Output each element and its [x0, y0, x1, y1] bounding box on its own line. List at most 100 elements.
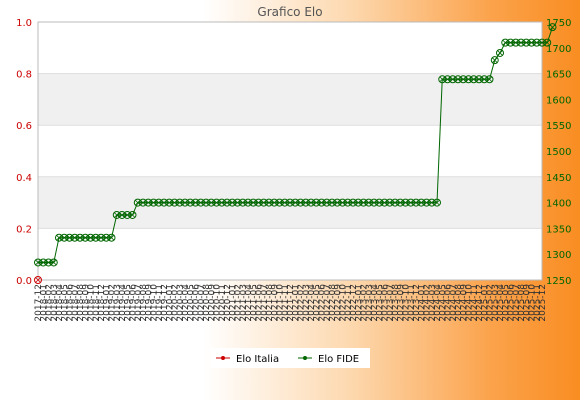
data-point — [506, 38, 515, 47]
y-left-tick-label: 0.8 — [16, 70, 32, 81]
data-point — [459, 75, 468, 84]
x-tick-label: 2024-04 — [433, 284, 443, 322]
data-point — [144, 198, 153, 207]
data-point — [333, 198, 342, 207]
legend-entry-1: Elo FIDE — [318, 354, 359, 365]
x-tick-label: 2020-01 — [165, 284, 175, 322]
y-right-tick-label: 1400 — [546, 199, 571, 210]
data-point — [238, 198, 247, 207]
data-point — [165, 198, 174, 207]
x-tick-label: 2018-01 — [39, 284, 49, 322]
x-tick-label: 2019-03 — [113, 284, 123, 322]
x-tick-label: 2025-12 — [538, 284, 548, 322]
data-point — [34, 258, 42, 267]
data-point — [149, 198, 158, 207]
data-point — [359, 198, 368, 207]
data-point — [511, 38, 520, 47]
data-point — [317, 198, 326, 207]
data-point — [76, 233, 84, 242]
x-tick-label: 2021-12 — [286, 284, 296, 322]
x-tick-label: 2023-05 — [375, 284, 385, 322]
x-tick-label: 2025-08 — [517, 284, 527, 322]
data-point — [118, 210, 126, 219]
x-tick-label: 2023-06 — [381, 284, 391, 322]
y-left-tick-label: 0.4 — [16, 173, 32, 184]
x-tick-label: 2025-09 — [522, 284, 532, 322]
data-point — [443, 75, 452, 84]
data-point — [154, 198, 163, 207]
x-tick-label: 2025-07 — [512, 284, 522, 322]
data-point — [107, 233, 116, 242]
data-point — [65, 233, 74, 242]
x-tick-label: 2020-11 — [218, 284, 228, 322]
x-tick-label: 2017-12 — [34, 284, 44, 322]
x-tick-label: 2020-02 — [171, 284, 181, 322]
data-point — [396, 198, 405, 207]
x-tick-label: 2024-01 — [417, 284, 427, 322]
x-tick-label: 2022-01 — [291, 284, 301, 322]
data-point — [49, 258, 58, 267]
x-tick-label: 2021-07 — [260, 284, 270, 322]
x-tick-label: 2025-05 — [501, 284, 511, 322]
data-point — [217, 198, 226, 207]
x-tick-label: 2025-02 — [486, 284, 496, 322]
data-point — [338, 198, 347, 207]
data-point — [427, 198, 436, 207]
data-point — [123, 210, 132, 219]
x-tick-label: 2020-09 — [207, 284, 217, 322]
data-point — [543, 38, 552, 47]
series-lines — [34, 23, 557, 284]
data-point — [448, 75, 457, 84]
x-tick-label: 2018-06 — [66, 284, 76, 322]
x-tick-label: 2024-07 — [449, 284, 459, 322]
x-tick-label: 2022-08 — [328, 284, 338, 322]
x-tick-label: 2023-07 — [386, 284, 396, 322]
x-tick-label: 2018-12 — [97, 284, 107, 322]
x-tick-label: 2024-08 — [454, 284, 464, 322]
data-point — [538, 38, 546, 47]
x-tick-label: 2025-03 — [491, 284, 501, 322]
y-right-tick-label: 1500 — [546, 147, 571, 158]
x-tick-label: 2019-12 — [160, 284, 170, 322]
data-point-mark — [129, 212, 136, 218]
x-tick-label: 2024-03 — [428, 284, 438, 322]
x-tick-label: 2021-03 — [239, 284, 249, 322]
x-tick-label: 2024-12 — [475, 284, 485, 322]
x-tick-label: 2024-05 — [438, 284, 448, 322]
x-tick-label: 2021-04 — [244, 284, 254, 322]
y-left-axis: 0.0 0.2 0.4 0.6 0.8 1.0 — [16, 18, 32, 287]
data-point — [454, 75, 462, 84]
x-tick-label: 2022-06 — [318, 284, 328, 322]
data-point — [490, 56, 499, 65]
x-tick-label: 2023-12 — [412, 284, 422, 322]
data-point — [391, 198, 399, 207]
x-tick-label: 2020-08 — [202, 284, 212, 322]
x-tick-label: 2022-03 — [302, 284, 312, 322]
data-point-mark — [497, 50, 503, 56]
data-point — [233, 198, 242, 207]
x-tick-label: 2019-07 — [134, 284, 144, 322]
y-right-tick-label: 1700 — [546, 44, 571, 55]
x-tick-label: 2018-05 — [60, 284, 70, 322]
data-point — [254, 198, 263, 207]
x-tick-label: 2021-11 — [281, 284, 291, 322]
x-tick-label: 2019-04 — [118, 284, 128, 322]
data-point — [364, 198, 373, 207]
x-tick-label: 2019-05 — [123, 284, 133, 322]
data-point — [133, 198, 142, 207]
x-tick-label: 2018-03 — [50, 284, 60, 322]
x-tick-label: 2025-01 — [480, 284, 490, 322]
legend-swatch-marker — [221, 356, 225, 360]
y-left-tick-label: 1.0 — [16, 18, 32, 29]
data-point — [228, 198, 237, 207]
data-point — [286, 198, 294, 207]
x-tick-label: 2025-10 — [528, 284, 538, 322]
x-tick-label: 2018-07 — [71, 284, 81, 322]
x-tick-label: 2018-09 — [81, 284, 91, 322]
x-tick-label: 2021-08 — [265, 284, 275, 322]
y-right-tick-label: 1750 — [546, 18, 571, 29]
x-tick-label: 2018-11 — [92, 284, 102, 322]
data-point — [81, 233, 90, 242]
x-tick-label: 2022-10 — [339, 284, 349, 322]
